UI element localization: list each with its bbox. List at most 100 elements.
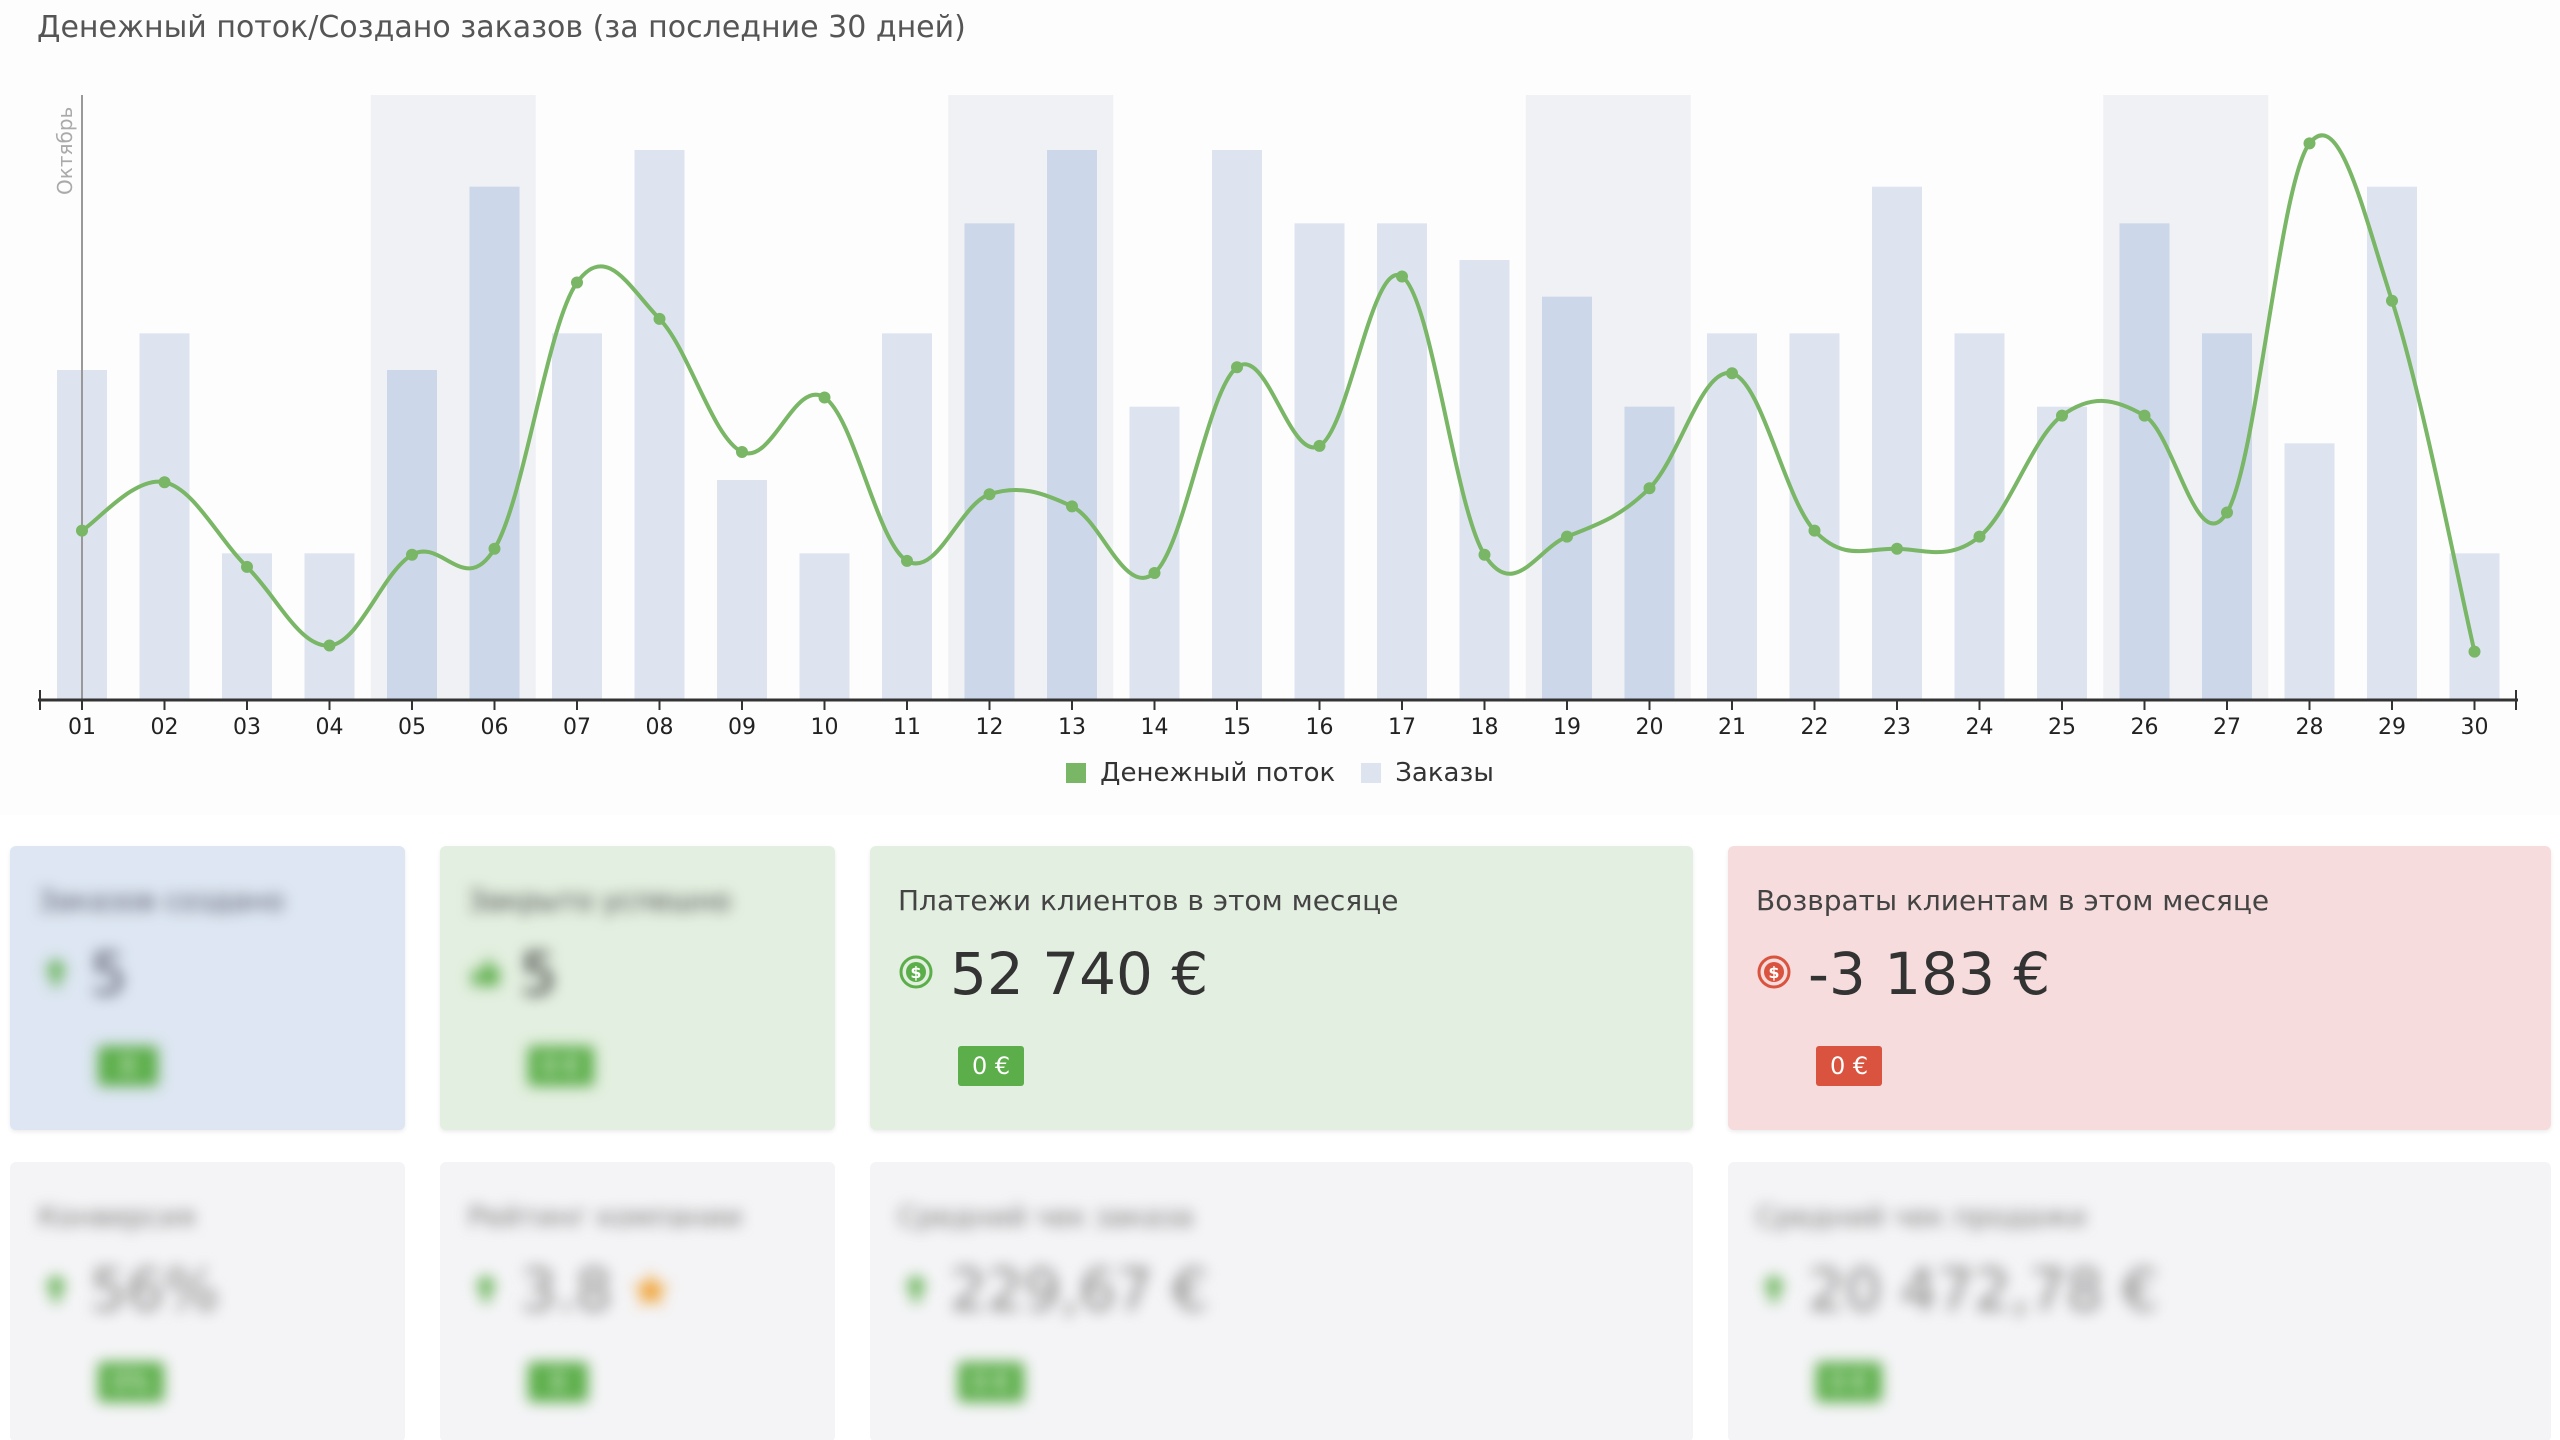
stat-card-change-badge: 0 € — [1816, 1362, 1883, 1402]
legend-swatch-cashflow — [1066, 763, 1087, 783]
orders-bar-03 — [222, 553, 272, 700]
cashflow-point-26 — [2138, 409, 2151, 422]
x-tick-label-12: 12 — [976, 715, 1004, 740]
orders-bar-04 — [304, 553, 355, 700]
x-tick-label-02: 02 — [151, 715, 179, 740]
svg-text:$: $ — [910, 963, 921, 982]
stat-card-change-badge: 0 — [528, 1362, 588, 1402]
cashflow-point-16 — [1313, 439, 1326, 452]
dollar-circle-icon: $ — [899, 955, 933, 989]
stat-card-value-row: 5 — [468, 940, 557, 1008]
stat-card-value: -3 183 € — [1808, 940, 2051, 1008]
stat-card-content: Возвраты клиентам в этом месяце $ -3 183… — [1756, 846, 2523, 1130]
orders-bar-14 — [1129, 406, 1180, 700]
arrow-up-icon — [474, 1274, 498, 1302]
x-tick-label-11: 11 — [893, 715, 921, 740]
stat-card-value-row: 3.8 ★ — [468, 1256, 673, 1324]
cashflow-point-10 — [818, 391, 831, 404]
stat-card-content: Средний чек продажи 20 472,78 € 0 € — [1756, 1162, 2523, 1440]
orders-bar-09 — [717, 480, 767, 700]
orders-bar-17 — [1377, 223, 1427, 701]
stat-card-value: 20 472,78 € — [1808, 1256, 2159, 1324]
cashflow-point-15 — [1231, 361, 1243, 374]
stat-card-content: Конверсия 56% 0% — [38, 1162, 377, 1440]
arrow-up-icon — [38, 1270, 74, 1310]
x-tick-label-01: 01 — [68, 715, 96, 740]
x-tick-label-23: 23 — [1883, 715, 1911, 740]
x-tick-label-20: 20 — [1636, 715, 1664, 740]
orders-bar-11 — [882, 333, 932, 700]
x-tick-label-05: 05 — [398, 715, 426, 740]
cashflow-point-03 — [241, 560, 253, 573]
stat-card-title: Средний чек заказа — [898, 1200, 1194, 1233]
month-label: Октябрь — [53, 107, 77, 195]
stat-card-value: 229,67 € — [950, 1256, 1209, 1324]
cashflow-point-09 — [736, 445, 748, 458]
x-tick-label-24: 24 — [1966, 715, 1994, 740]
x-tick-label-14: 14 — [1141, 715, 1169, 740]
cashflow-point-27 — [2221, 506, 2233, 519]
svg-text:$: $ — [1768, 963, 1779, 982]
x-tick-label-18: 18 — [1471, 715, 1499, 740]
cashflow-point-23 — [1891, 542, 1903, 555]
orders-bar-10 — [799, 553, 850, 700]
legend-label-cashflow: Денежный поток — [1100, 758, 1336, 788]
orders-bar-19 — [1542, 296, 1592, 700]
x-tick-label-03: 03 — [233, 715, 261, 740]
cashflow-chart-panel: Денежный поток/Создано заказов (за после… — [37, 10, 2518, 788]
orders-bar-02 — [139, 333, 190, 700]
stat-card-title: Заказов создано — [38, 884, 284, 917]
x-tick-label-30: 30 — [2461, 715, 2489, 740]
cashflow-point-07 — [571, 276, 583, 289]
stat-card: Закрыто успешно 5 0 € — [440, 846, 835, 1130]
orders-bar-28 — [2284, 443, 2335, 700]
x-tick-label-15: 15 — [1223, 715, 1251, 740]
stat-card: Заказов создано 5 0 — [10, 846, 405, 1130]
stat-card: Возвраты клиентам в этом месяце $ -3 183… — [1728, 846, 2551, 1130]
orders-bar-16 — [1294, 223, 1345, 701]
orders-bar-06 — [469, 186, 520, 700]
x-tick-label-22: 22 — [1801, 715, 1829, 740]
x-tick-label-17: 17 — [1388, 715, 1416, 740]
x-tick-label-25: 25 — [2048, 715, 2076, 740]
stat-card: Средний чек заказа 229,67 € 0 € — [870, 1162, 1693, 1440]
x-tick-label-19: 19 — [1553, 715, 1581, 740]
stat-card-value: 5 — [520, 940, 557, 1008]
stat-card-value: 56% — [90, 1256, 219, 1324]
legend-item-cashflow[interactable]: Денежный поток — [1066, 758, 1335, 788]
x-tick-label-07: 07 — [563, 715, 591, 740]
cashflow-point-17 — [1396, 270, 1408, 283]
cashflow-orders-chart: Октябрь 01 02 03 04 05 06 07 08 09 10 11 12 13 14 15 16 1… — [38, 95, 2518, 740]
arrow-up-icon — [898, 1270, 934, 1310]
arrow-up-icon — [904, 1274, 928, 1302]
cashflow-point-01 — [76, 524, 88, 537]
x-tick-label-10: 10 — [811, 715, 839, 740]
cashflow-point-06 — [488, 542, 501, 555]
stat-card-value: 52 740 € — [950, 940, 1209, 1008]
stat-card-value: 5 — [90, 940, 127, 1008]
stat-card-title: Платежи клиентов в этом месяце — [898, 884, 1399, 917]
cashflow-point-13 — [1066, 500, 1078, 513]
orders-bar-29 — [2367, 186, 2417, 700]
stat-card-change-badge: 0 € — [958, 1046, 1025, 1086]
stat-card-title: Возвраты клиентам в этом месяце — [1756, 884, 2270, 917]
orders-bar-13 — [1047, 150, 1097, 700]
cashflow-point-18 — [1478, 548, 1491, 561]
stat-card-change-badge: 0 € — [528, 1046, 595, 1086]
dollar-circle-icon: $ — [1757, 955, 1791, 989]
stat-card: Рейтинг компании 3.8 ★ 0 — [440, 1162, 835, 1440]
cashflow-point-30 — [2468, 645, 2481, 658]
stat-card-title: Конверсия — [38, 1200, 196, 1233]
legend-item-orders[interactable]: Заказы — [1361, 758, 1494, 788]
cashflow-point-28 — [2303, 137, 2316, 150]
orders-bar-20 — [1624, 406, 1675, 700]
orders-bar-23 — [1872, 186, 1922, 700]
cashflow-point-21 — [1726, 367, 1738, 380]
x-tick-label-04: 04 — [316, 715, 344, 740]
cashflow-point-12 — [983, 488, 996, 501]
x-tick-label-27: 27 — [2213, 715, 2241, 740]
stat-card-value-row: 56% — [38, 1256, 219, 1324]
cashflow-point-19 — [1561, 530, 1573, 543]
orders-bar-07 — [552, 333, 602, 700]
stat-card-value-row: $ -3 183 € — [1756, 940, 2050, 1008]
